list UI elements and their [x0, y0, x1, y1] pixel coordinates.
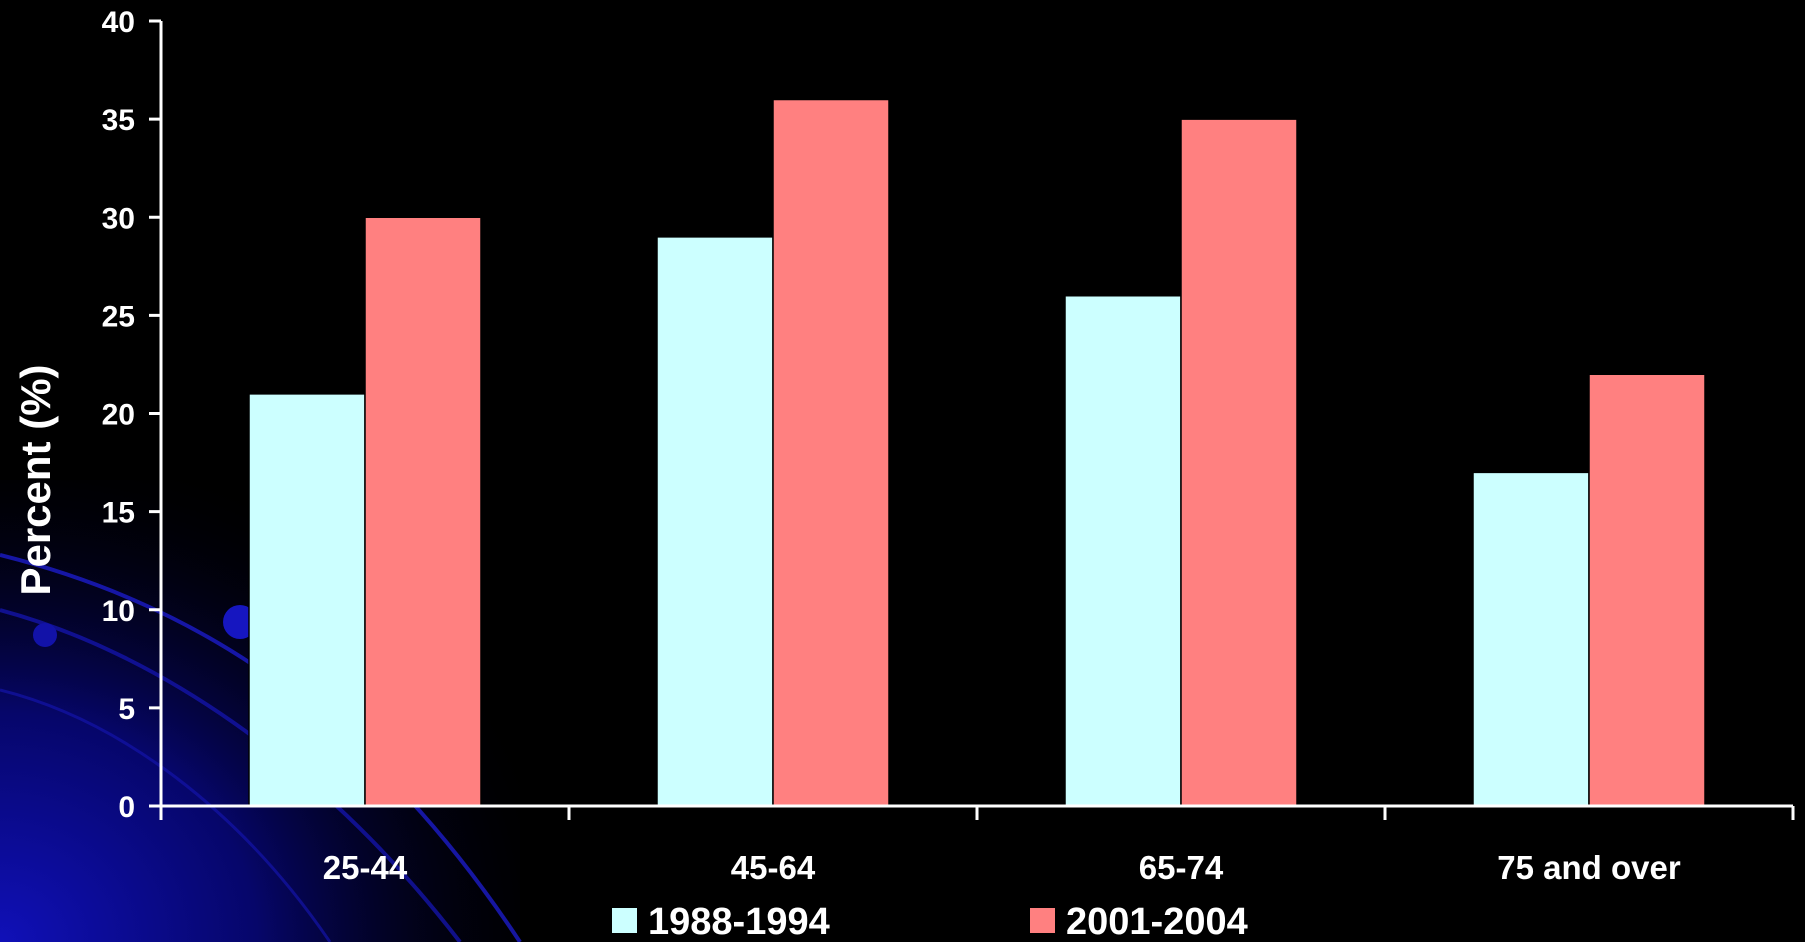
bar-1988-1994-65-74 [1064, 295, 1182, 807]
bars [248, 98, 1706, 807]
y-tick-label: 0 [118, 791, 135, 824]
legend-swatch-1988-1994 [612, 908, 637, 933]
bar-1988-1994-25-44 [248, 393, 366, 807]
legend-swatch-2001-2004 [1030, 908, 1055, 933]
bar-1988-1994-45-64 [656, 236, 774, 807]
y-tick-label: 10 [102, 595, 135, 628]
legend-label: 1988-1994 [648, 901, 830, 942]
y-tick-label: 35 [102, 104, 135, 137]
legend-label: 2001-2004 [1066, 901, 1248, 942]
x-category-label: 75 and over [1497, 849, 1681, 886]
legend: 1988-1994 2001-2004 [612, 901, 1248, 942]
bar-1988-1994-75 and over [1472, 471, 1590, 807]
x-category-label: 65-74 [1139, 849, 1224, 886]
y-axis-ticks: 0 5 10 15 20 25 30 35 40 [102, 6, 163, 824]
y-tick-label: 20 [102, 399, 135, 432]
y-tick-label: 30 [102, 202, 135, 235]
bar-2001-2004-65-74 [1180, 118, 1298, 807]
x-category-label: 25-44 [323, 849, 408, 886]
y-tick-label: 15 [102, 497, 135, 530]
bar-2001-2004-25-44 [364, 216, 482, 807]
x-category-label: 45-64 [731, 849, 816, 886]
bar-2001-2004-45-64 [772, 98, 890, 807]
y-tick-label: 5 [118, 693, 135, 726]
y-tick-label: 25 [102, 300, 135, 333]
x-axis: 25-44 45-64 65-74 75 and over [159, 804, 1795, 886]
bar-2001-2004-75 and over [1588, 373, 1706, 807]
y-axis-label: Percent (%) [12, 364, 59, 595]
y-tick-label: 40 [102, 6, 135, 39]
